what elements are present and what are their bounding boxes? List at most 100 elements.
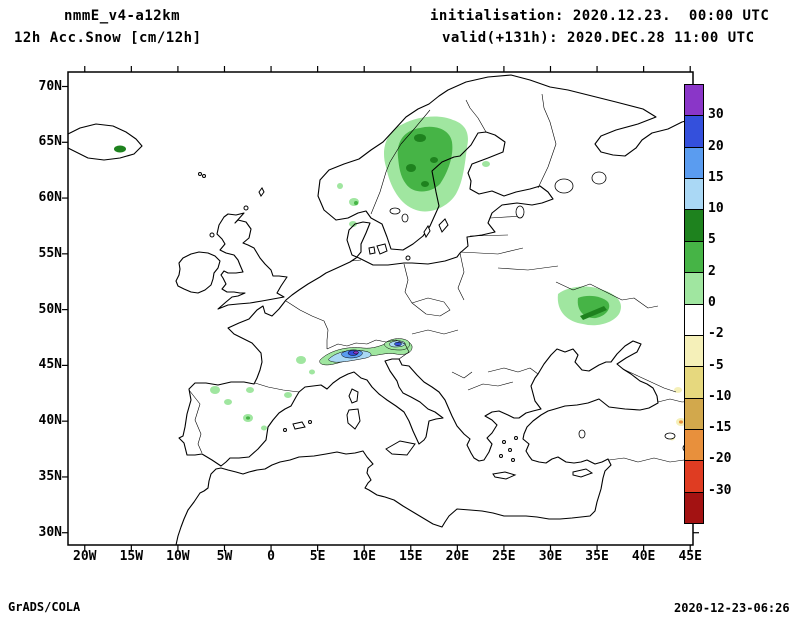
island-hebrides bbox=[210, 233, 214, 237]
lon-label: 0 bbox=[267, 549, 275, 564]
neg-anomaly-east bbox=[679, 420, 683, 424]
island-orkney bbox=[244, 206, 248, 210]
island-aegean bbox=[509, 449, 512, 452]
snow-spain bbox=[224, 399, 232, 405]
lon-label: 45E bbox=[678, 549, 702, 564]
lake-onega bbox=[592, 172, 606, 184]
island-crete bbox=[493, 472, 515, 479]
snow-scandinavia-mid bbox=[397, 126, 453, 192]
lake-vanern bbox=[390, 208, 400, 214]
lon-label: 15E bbox=[399, 549, 423, 564]
snow-iceland bbox=[114, 145, 126, 153]
snow-scandinavia-dark bbox=[421, 181, 429, 187]
lat-label: 45N bbox=[38, 357, 62, 373]
lat-label: 40N bbox=[38, 413, 62, 429]
island-faroe bbox=[199, 173, 202, 176]
lat-label: 35N bbox=[38, 468, 62, 484]
border-norway-sweden bbox=[371, 110, 430, 214]
island-sicily bbox=[386, 441, 415, 455]
colorbar bbox=[684, 84, 704, 524]
lake-peipus bbox=[516, 206, 524, 218]
snow-alps-east-blue bbox=[395, 342, 402, 346]
lat-label: 60N bbox=[38, 190, 62, 206]
colorbar-label: 5 bbox=[708, 232, 716, 248]
island-aegean bbox=[503, 441, 506, 444]
island-shetland bbox=[259, 188, 264, 196]
lake-tuz bbox=[579, 430, 585, 438]
border-turkey-syria bbox=[609, 458, 693, 463]
island-zealand bbox=[377, 244, 387, 254]
lon-label: 25E bbox=[492, 549, 516, 564]
island-mallorca bbox=[293, 422, 305, 429]
border-pyrenees bbox=[255, 383, 299, 392]
colorbar-label: 0 bbox=[708, 295, 716, 310]
border-balkans bbox=[468, 382, 513, 390]
border-sweden-finland bbox=[466, 100, 486, 132]
colorbar-segment bbox=[685, 398, 703, 430]
init-time: initialisation: 2020.12.23. 00:00 UTC bbox=[430, 8, 770, 24]
lon-label: 10W bbox=[166, 549, 190, 564]
border-danube bbox=[488, 368, 538, 374]
colorbar-segment bbox=[685, 304, 703, 336]
coastline-britain bbox=[217, 213, 287, 309]
product-title: 12h Acc.Snow [cm/12h] bbox=[14, 30, 202, 46]
snow-shading bbox=[114, 116, 691, 441]
border-ukraine-russia bbox=[556, 282, 658, 308]
island-menorca bbox=[309, 421, 312, 424]
snow-scandinavia-dark bbox=[414, 134, 426, 142]
island-aegean bbox=[512, 459, 515, 462]
colorbar-label: -15 bbox=[708, 420, 732, 436]
border-central-europe bbox=[412, 330, 458, 334]
lat-label: 70N bbox=[38, 78, 62, 94]
snow-france bbox=[296, 356, 306, 364]
island-cyprus bbox=[573, 469, 592, 477]
colorbar-segment bbox=[685, 429, 703, 462]
snow-scandinavia-dark bbox=[430, 157, 438, 163]
snow-russia-mid bbox=[577, 295, 610, 319]
island-sardinia bbox=[347, 409, 360, 429]
grads-credit: GrADS/COLA bbox=[8, 600, 81, 614]
colorbar-segment bbox=[685, 116, 703, 148]
colorbar-segment bbox=[685, 273, 703, 305]
coastline-mainland bbox=[176, 132, 658, 545]
island-corsica bbox=[349, 389, 358, 403]
colorbar-label: -20 bbox=[708, 451, 732, 467]
plot-timestamp: 2020-12-23-06:26 bbox=[674, 601, 790, 615]
island-faroe bbox=[203, 175, 206, 178]
colorbar-segment bbox=[685, 179, 703, 211]
snow-norway-coast bbox=[349, 221, 357, 227]
border-portugal-spain bbox=[189, 390, 202, 453]
border-poland bbox=[404, 264, 450, 316]
border-balkans bbox=[452, 372, 472, 378]
colorbar-label: -30 bbox=[708, 482, 732, 498]
colorbar-segment bbox=[685, 147, 703, 180]
lon-label: 5W bbox=[216, 549, 233, 564]
border-belarus-ukraine bbox=[498, 266, 558, 270]
lon-label: 30E bbox=[538, 549, 563, 564]
island-aegean bbox=[500, 455, 503, 458]
snow-finland bbox=[482, 161, 490, 167]
coastline-ireland bbox=[176, 252, 220, 293]
lat-label: 30N bbox=[38, 524, 62, 540]
valid-time: valid(+131h): 2020.DEC.28 11:00 UTC bbox=[442, 30, 755, 46]
snow-norway-coast bbox=[337, 183, 343, 189]
colorbar-segment bbox=[685, 85, 703, 117]
lat-label: 65N bbox=[38, 134, 62, 150]
colorbar-label: 20 bbox=[708, 138, 724, 154]
island-bornholm bbox=[406, 256, 410, 260]
colorbar-segment bbox=[685, 241, 703, 274]
lat-label: 55N bbox=[38, 245, 62, 261]
island-funen bbox=[369, 247, 375, 254]
coastline-iceland bbox=[68, 124, 142, 160]
model-title: nmmE_v4-a12km bbox=[64, 8, 181, 24]
lon-label: 35E bbox=[585, 549, 609, 564]
snow-spain bbox=[210, 386, 220, 394]
coastline-arctic-scandinavia bbox=[318, 75, 693, 220]
snow-spain bbox=[261, 425, 267, 431]
colorbar-label: 10 bbox=[708, 201, 724, 217]
snow-norway-coast bbox=[354, 201, 358, 205]
colorbar-segment bbox=[685, 210, 703, 242]
colorbar-label: -2 bbox=[708, 326, 724, 342]
colorbar-segment bbox=[685, 492, 703, 524]
border-france-east bbox=[286, 301, 328, 349]
